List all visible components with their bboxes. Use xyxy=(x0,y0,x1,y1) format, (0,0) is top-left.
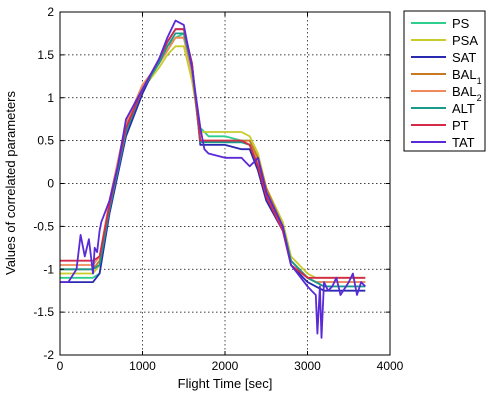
x-tick-label: 3000 xyxy=(294,359,321,373)
legend-label-psa: PSA xyxy=(452,33,478,48)
y-tick-label: 0.5 xyxy=(37,134,54,148)
x-tick-label: 0 xyxy=(57,359,64,373)
plot-area xyxy=(59,11,391,356)
y-tick-label: 1 xyxy=(47,91,54,105)
legend-label-ps: PS xyxy=(452,16,470,31)
x-axis-ticks: 0 1000 2000 3000 4000 xyxy=(57,12,404,373)
series-line-alt xyxy=(60,32,366,288)
series-line-tat xyxy=(60,19,366,339)
series-line-sat xyxy=(60,28,366,292)
x-tick-label: 1000 xyxy=(129,359,156,373)
y-tick-label: 0 xyxy=(47,177,54,191)
legend-label-bal1: BAL1 xyxy=(452,67,482,86)
legend-subscript: 1 xyxy=(477,76,482,86)
y-axis-ticks: -2 -1.5 -1 -0.5 0 0.5 1 1.5 2 xyxy=(33,5,390,362)
series-layer xyxy=(60,19,366,339)
x-tick-label: 4000 xyxy=(377,359,404,373)
y-tick-label: -1.5 xyxy=(33,305,54,319)
legend-subscript: 2 xyxy=(477,93,482,103)
legend-label-tat: TAT xyxy=(452,135,475,150)
y-axis-label: Values of correlated parameters xyxy=(3,90,18,275)
x-tick-label: 2000 xyxy=(212,359,239,373)
legend-label-pt: PT xyxy=(452,118,469,133)
legend-label-sat: SAT xyxy=(452,50,476,65)
y-tick-label: 2 xyxy=(47,5,54,19)
legend-box xyxy=(403,10,486,152)
x-axis-label: Flight Time [sec] xyxy=(178,376,273,391)
y-tick-label: -2 xyxy=(43,348,54,362)
y-tick-label: 1.5 xyxy=(37,48,54,62)
legend-label-bal2: BAL2 xyxy=(452,84,482,103)
y-tick-label: -1 xyxy=(43,262,54,276)
legend-label-alt: ALT xyxy=(452,101,475,116)
series-line-pt xyxy=(60,28,366,279)
y-tick-label: -0.5 xyxy=(33,219,54,233)
